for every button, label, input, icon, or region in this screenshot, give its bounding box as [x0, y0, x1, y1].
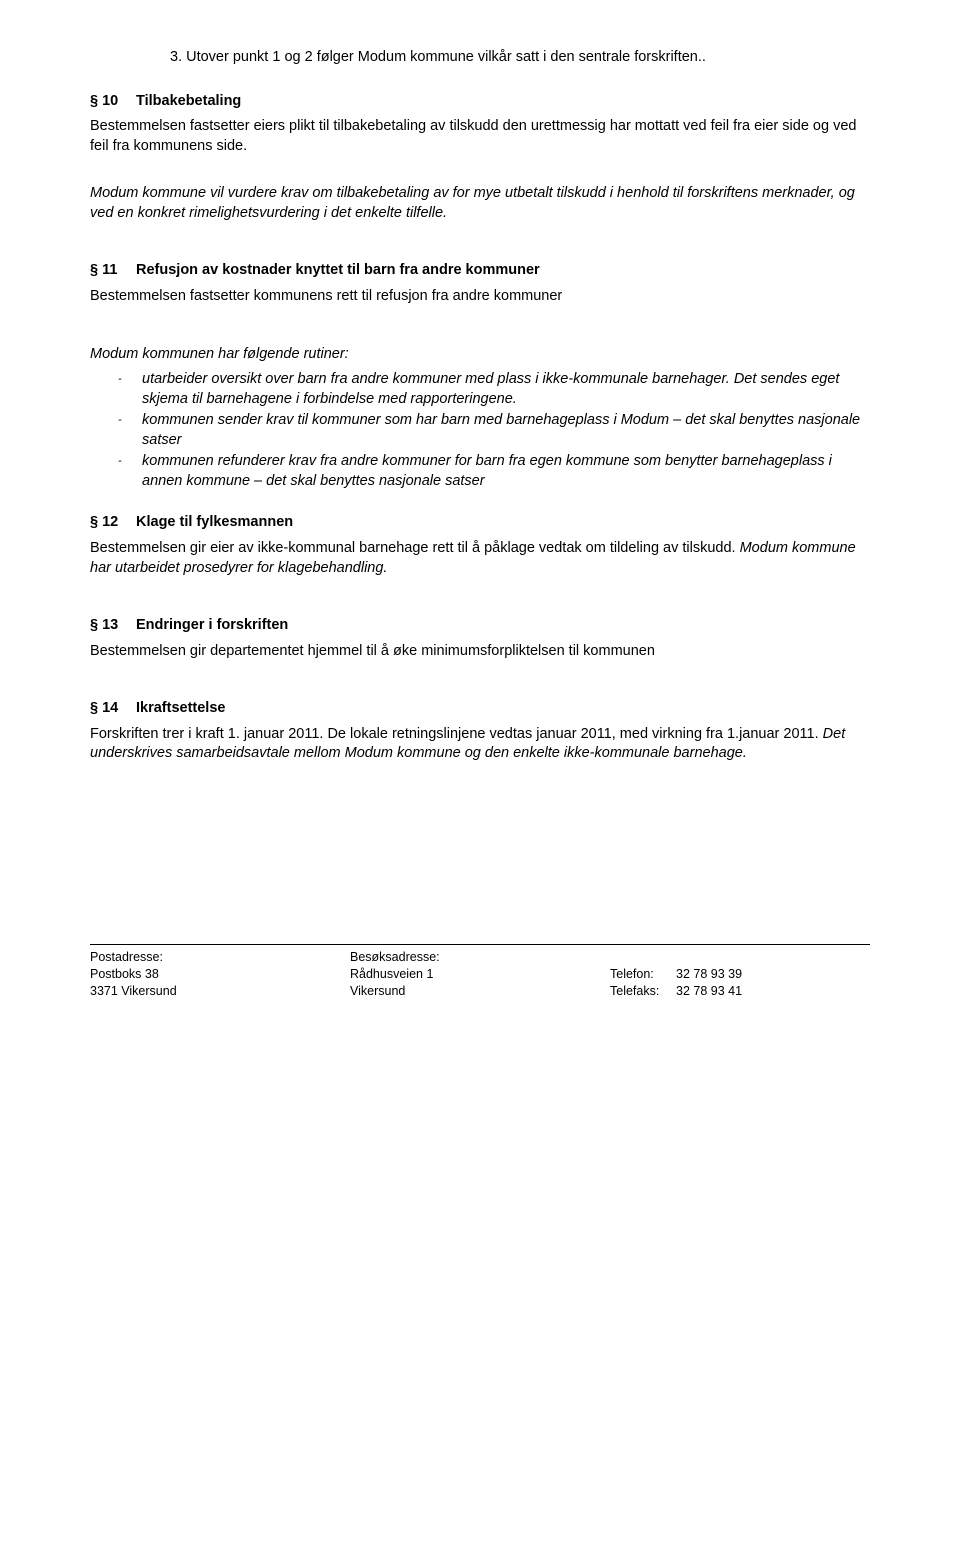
- section-13-title: Endringer i forskriften: [136, 617, 288, 633]
- section-14-num: § 14: [90, 699, 136, 719]
- section-13-heading: § 13Endringer i forskriften: [90, 616, 870, 636]
- footer-columns: Postadresse: Postboks 38 3371 Vikersund …: [90, 949, 870, 1000]
- section-12-text-a: Bestemmelsen gir eier av ikke-kommunal b…: [90, 540, 736, 556]
- section-11-para-1: Bestemmelsen fastsetter kommunens rett t…: [90, 287, 870, 307]
- section-11-bullets: utarbeider oversikt over barn fra andre …: [90, 370, 870, 491]
- footer-post-label: Postadresse:: [90, 949, 350, 966]
- section-12-title: Klage til fylkesmannen: [136, 514, 293, 530]
- section-11-num: § 11: [90, 261, 136, 281]
- section-12-heading: § 12Klage til fylkesmannen: [90, 513, 870, 533]
- footer-fax-label: Telefaks:: [610, 983, 676, 1000]
- footer-post-line2: 3371 Vikersund: [90, 983, 350, 1000]
- footer-post-line1: Postboks 38: [90, 966, 350, 983]
- footer-visit-line2: Vikersund: [350, 983, 610, 1000]
- footer-tel-label: Telefon:: [610, 966, 676, 983]
- section-10-heading: § 10Tilbakebetaling: [90, 92, 870, 112]
- section-12-para: Bestemmelsen gir eier av ikke-kommunal b…: [90, 539, 870, 578]
- footer-divider: [90, 944, 870, 945]
- section-13-para: Bestemmelsen gir departementet hjemmel t…: [90, 642, 870, 662]
- footer-col-visit: Besøksadresse: Rådhusveien 1 Vikersund: [350, 949, 610, 1000]
- intro-list-item: 3. Utover punkt 1 og 2 følger Modum komm…: [90, 48, 870, 68]
- section-14-text-a: Forskriften trer i kraft 1. januar 2011.…: [90, 726, 819, 742]
- section-11-heading: § 11Refusjon av kostnader knyttet til ba…: [90, 261, 870, 281]
- section-10-title: Tilbakebetaling: [136, 93, 241, 109]
- section-10-para-1: Bestemmelsen fastsetter eiers plikt til …: [90, 117, 870, 156]
- section-10-para-2: Modum kommune vil vurdere krav om tilbak…: [90, 184, 870, 223]
- footer-visit-label: Besøksadresse:: [350, 949, 610, 966]
- footer-fax-value: 32 78 93 41: [676, 984, 742, 998]
- section-13-num: § 13: [90, 616, 136, 636]
- footer-visit-line1: Rådhusveien 1: [350, 966, 610, 983]
- bullet-item: kommunen sender krav til kommuner som ha…: [132, 411, 870, 450]
- bullet-item: utarbeider oversikt over barn fra andre …: [132, 370, 870, 409]
- section-11-lead: Modum kommunen har følgende rutiner:: [90, 345, 870, 365]
- section-10-num: § 10: [90, 92, 136, 112]
- section-12-num: § 12: [90, 513, 136, 533]
- bullet-item: kommunen refunderer krav fra andre kommu…: [132, 452, 870, 491]
- section-14-title: Ikraftsettelse: [136, 700, 225, 716]
- intro-text: 3. Utover punkt 1 og 2 følger Modum komm…: [170, 49, 706, 65]
- footer-tel-value: 32 78 93 39: [676, 967, 742, 981]
- page-footer: Postadresse: Postboks 38 3371 Vikersund …: [90, 944, 870, 1000]
- section-11-title: Refusjon av kostnader knyttet til barn f…: [136, 262, 540, 278]
- section-14-para: Forskriften trer i kraft 1. januar 2011.…: [90, 725, 870, 764]
- section-14-heading: § 14Ikraftsettelse: [90, 699, 870, 719]
- footer-col-contact: Telefon:32 78 93 39 Telefaks:32 78 93 41: [610, 949, 870, 1000]
- footer-col-post: Postadresse: Postboks 38 3371 Vikersund: [90, 949, 350, 1000]
